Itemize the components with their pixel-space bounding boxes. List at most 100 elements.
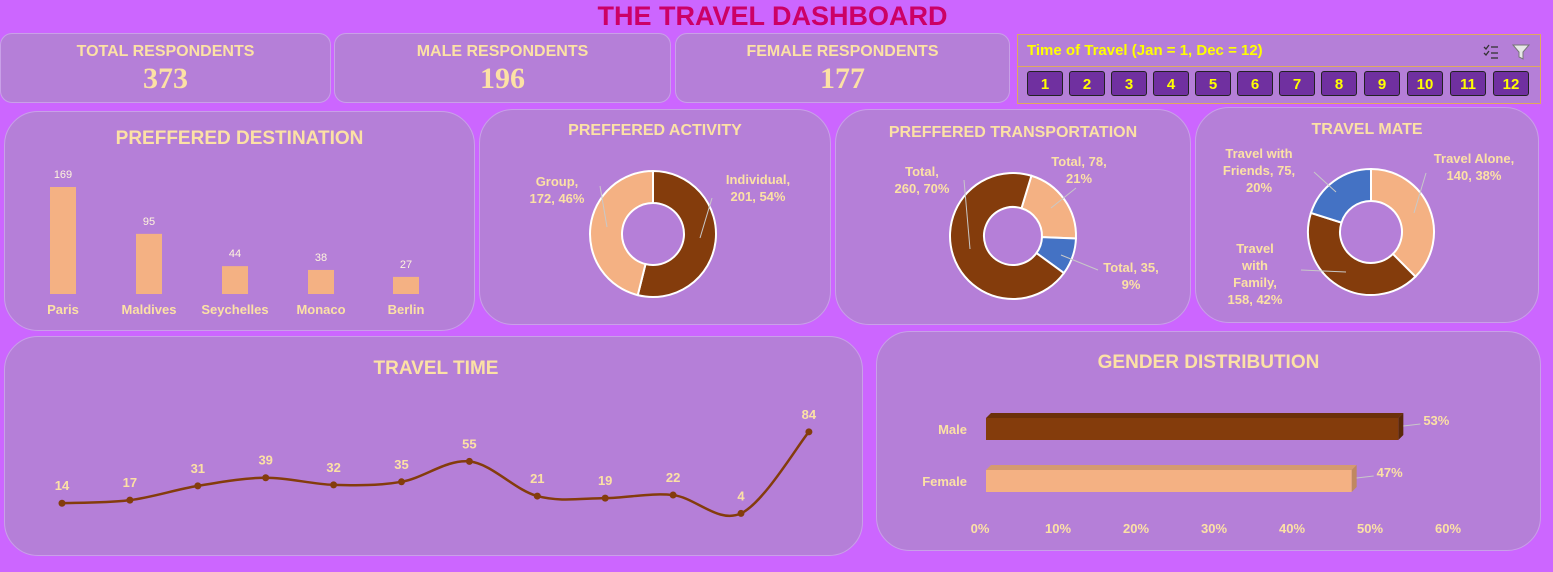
travel-time-line: [61, 431, 810, 518]
gender-x-tick-label: 0%: [971, 521, 990, 536]
slicer-button-9[interactable]: 9: [1364, 71, 1400, 96]
kpi-male-value: 196: [480, 62, 525, 95]
travel-time-data-label: 39: [258, 453, 272, 468]
slicer-button-10[interactable]: 10: [1407, 71, 1443, 96]
slicer-button-7[interactable]: 7: [1279, 71, 1315, 96]
slicer-button-4[interactable]: 4: [1153, 71, 1189, 96]
travel-time-card: TRAVEL TIME 14 17 31 39 32 35 55 21 19 22 4 84: [4, 336, 863, 556]
travel-mate-data-label-alone: Travel Alone, 140, 38%: [1434, 151, 1514, 183]
destination-data-label: 27: [400, 259, 412, 271]
destination-chart-title: PREFFERED DESTINATION: [115, 128, 364, 149]
activity-chart-title: PREFFERED ACTIVITY: [568, 122, 742, 139]
travel-mate-slice-friends: [1309, 167, 1372, 224]
travel-mate-slice-family: [1307, 211, 1417, 296]
dashboard-title: THE TRAVEL DASHBOARD: [597, 1, 948, 31]
gender-bar-side-female: [1351, 465, 1357, 492]
transport-data-label-1: Total, 78, 21%: [1051, 154, 1106, 186]
destination-category-label: Maldives: [122, 302, 177, 317]
leader-line: [1050, 187, 1077, 209]
activity-slice-individual: [636, 169, 717, 298]
travel-time-point-8: [533, 492, 541, 500]
travel-mate-slice-alone: [1370, 167, 1435, 279]
travel-time-point-1: [58, 499, 66, 507]
travel-time-point-5: [330, 481, 338, 489]
destination-bar-paris: [50, 187, 76, 294]
destination-bar-berlin: [393, 276, 419, 294]
destination-data-label: 95: [143, 216, 155, 228]
destination-bar-monaco: [308, 269, 334, 294]
travel-time-point-9: [601, 494, 609, 502]
destination-data-label: 169: [54, 169, 72, 181]
destination-bar-chart: 169 Paris 95 Maldives 44 Seychelles 38 Monaco 27…: [47, 169, 424, 317]
leader-line: [1413, 172, 1427, 214]
leader-line: [599, 185, 608, 228]
kpi-total-label: TOTAL RESPONDENTS: [76, 43, 255, 60]
kpi-female-card: FEMALE RESPONDENTS 177: [675, 33, 1010, 103]
slicer-button-6[interactable]: 6: [1237, 71, 1273, 96]
destination-category-label: Paris: [47, 302, 79, 317]
multi-select-icon[interactable]: [1482, 43, 1500, 61]
travel-time-chart-title: TRAVEL TIME: [373, 358, 499, 379]
kpi-total-card: TOTAL RESPONDENTS 373: [0, 33, 331, 103]
gender-chart-title: GENDER DISTRIBUTION: [1097, 352, 1320, 373]
travel-time-data-label: 19: [598, 473, 612, 488]
leader-line: [1403, 423, 1421, 427]
gender-category-label: Male: [938, 422, 967, 437]
travel-time-data-label: 35: [394, 457, 408, 472]
leader-line: [1356, 475, 1374, 479]
activity-slice-group: [589, 169, 654, 297]
clear-filter-icon[interactable]: [1512, 43, 1530, 61]
gender-x-tick-label: 10%: [1045, 521, 1071, 536]
travel-time-data-label: 32: [326, 460, 340, 475]
slicer-button-12[interactable]: 12: [1493, 71, 1529, 96]
gender-x-tick-label: 50%: [1357, 521, 1383, 536]
gender-bar-top-female: [986, 465, 1357, 470]
destination-bar-maldives: [136, 233, 162, 294]
travel-time-point-11: [737, 509, 745, 517]
gender-data-label: 47%: [1377, 465, 1403, 480]
kpi-total-value: 373: [143, 62, 188, 95]
travel-time-point-4: [262, 474, 270, 482]
travel-mate-card: TRAVEL MATE Travel Alone, 140, 38% Travel w…: [1195, 107, 1539, 323]
leader-line: [963, 179, 971, 250]
slicer-button-3[interactable]: 3: [1111, 71, 1147, 96]
gender-x-tick-label: 40%: [1279, 521, 1305, 536]
gender-card: GENDER DISTRIBUTION Male 53% Female 47% 0% 10…: [876, 331, 1541, 551]
travel-time-data-label: 4: [737, 488, 745, 503]
gender-bar-male: [986, 418, 1399, 440]
kpi-female-label: FEMALE RESPONDENTS: [746, 43, 939, 60]
leader-line: [1300, 269, 1347, 273]
transport-card: PREFFERED TRANSPORTATION Total, 78, 21% To…: [835, 109, 1191, 325]
activity-data-label-group: Group, 172, 46%: [530, 174, 585, 206]
gender-bar-side-male: [1398, 413, 1404, 440]
gender-data-label: 53%: [1423, 413, 1449, 428]
gender-bar-chart: Male 53% Female 47% 0% 10% 20% 30% 40% 50% 60%: [922, 413, 1461, 536]
gender-x-tick-label: 30%: [1201, 521, 1227, 536]
travel-mate-data-label-friends: Travel with Friends, 75, 20%: [1223, 146, 1295, 195]
transport-data-label-2: Total, 35, 9%: [1103, 260, 1158, 292]
slicer-button-2[interactable]: 2: [1069, 71, 1105, 96]
kpi-female-value: 177: [820, 62, 865, 95]
destination-data-label: 38: [315, 252, 327, 264]
travel-mate-chart-title: TRAVEL MATE: [1311, 121, 1423, 138]
travel-time-data-label: 84: [802, 407, 817, 422]
slicer-button-1[interactable]: 1: [1027, 71, 1063, 96]
travel-time-point-3: [194, 482, 202, 490]
kpi-male-card: MALE RESPONDENTS 196: [334, 33, 671, 103]
travel-time-point-10: [669, 491, 677, 499]
travel-time-point-6: [398, 478, 405, 486]
destination-card: PREFFERED DESTINATION 169 Paris 95 Maldives…: [4, 111, 475, 331]
slicer-button-5[interactable]: 5: [1195, 71, 1231, 96]
slicer-button-11[interactable]: 11: [1450, 71, 1486, 96]
slicer-divider: [1018, 66, 1540, 67]
transport-chart-title: PREFFERED TRANSPORTATION: [888, 124, 1138, 141]
travel-time-point-2: [126, 496, 134, 504]
travel-time-data-label: 55: [462, 436, 476, 451]
travel-mate-donut-chart: Travel Alone, 140, 38% Travel with Family, 15…: [1223, 146, 1514, 307]
travel-time-data-label: 21: [530, 471, 544, 486]
slicer-button-8[interactable]: 8: [1321, 71, 1357, 96]
destination-bar-seychelles: [222, 266, 248, 294]
travel-time-point-12: [805, 428, 813, 436]
gender-bar-female: [986, 470, 1352, 492]
